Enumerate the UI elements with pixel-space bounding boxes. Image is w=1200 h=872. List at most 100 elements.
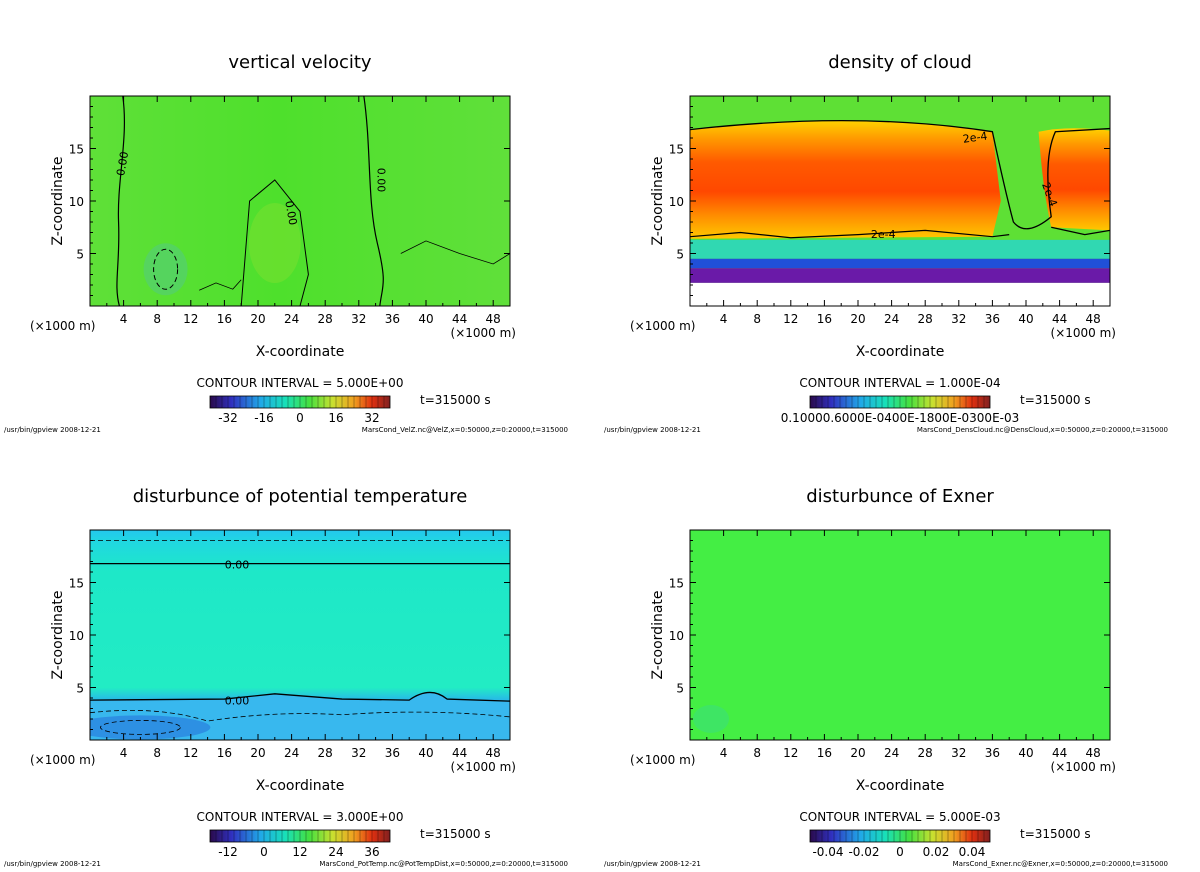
contour-interval: CONTOUR INTERVAL = 5.000E-03 [799, 810, 1000, 824]
plot-field: 2e-42e-42e-4 [690, 96, 1110, 306]
x-tick-label: 28 [318, 746, 333, 760]
footer-left: /usr/bin/gpview 2008-12-21 [604, 426, 701, 434]
y-tick-label: 10 [669, 195, 684, 209]
x-tick-label: 16 [817, 746, 832, 760]
updraft-region [248, 203, 301, 283]
footer-left: /usr/bin/gpview 2008-12-21 [4, 860, 101, 868]
colorbar-tick-label: -12 [218, 845, 238, 859]
contour-zero-right [363, 96, 384, 306]
contour-2e-4-base [690, 229, 1010, 239]
x-tick-label: 40 [1018, 312, 1033, 326]
y-axis-label: Z-coordinate [650, 156, 666, 245]
x-unit-right: (×1000 m) [451, 326, 516, 340]
field-fill [690, 530, 1110, 740]
x-tick-label: 24 [284, 312, 299, 326]
contour-downdraft [153, 248, 179, 290]
contour-interval: CONTOUR INTERVAL = 1.000E-04 [799, 376, 1000, 390]
colorbar-tick-label: 36 [364, 845, 379, 859]
footer-right: MarsCond_Exner.nc@Exner,x=0:50000,z=0:20… [953, 860, 1168, 868]
time-label: t=315000 s [1020, 827, 1091, 841]
contour-label: 0.00 [282, 200, 299, 226]
contour-zero-left [116, 96, 125, 306]
colorbar-tick-label: 32 [364, 411, 379, 425]
x-unit-left: (×1000 m) [30, 319, 95, 333]
x-tick-label: 28 [918, 312, 933, 326]
x-tick-label: 36 [985, 746, 1000, 760]
x-tick-label: 44 [452, 746, 467, 760]
colorbar-tick-label: 0.10000.6000E-0400E-1800E-0300E-03 [781, 411, 1020, 425]
x-tick-label: 12 [183, 746, 198, 760]
y-tick-label: 15 [69, 143, 84, 157]
x-tick-label: 8 [153, 746, 161, 760]
y-tick-label: 5 [76, 248, 84, 262]
x-tick-label: 44 [1052, 312, 1067, 326]
contour-label: 2e-4 [962, 130, 988, 146]
footer-left: /usr/bin/gpview 2008-12-21 [4, 426, 101, 434]
colorbar-tick-label: 0 [296, 411, 304, 425]
time-label: t=315000 s [1020, 393, 1091, 407]
contour-label: 0.00 [225, 694, 250, 707]
x-tick-label: 24 [884, 312, 899, 326]
panel-title: density of cloud [828, 52, 972, 73]
y-axis-label: Z-coordinate [50, 590, 66, 679]
cloud-base-purple [690, 268, 1110, 283]
colorbar-tick-label: 0 [896, 845, 904, 859]
time-label: t=315000 s [420, 393, 491, 407]
x-tick-label: 4 [720, 312, 728, 326]
colorbar-tick-label: 24 [328, 845, 343, 859]
panel-title: disturbunce of Exner [806, 486, 994, 507]
colorbar-frame [209, 395, 391, 409]
footer-right: MarsCond_VelZ.nc@VelZ,x=0:50000,z=0:2000… [362, 426, 568, 434]
panel-title: disturbunce of potential temperature [133, 486, 468, 507]
contour-updraft [240, 179, 309, 306]
x-unit-left: (×1000 m) [630, 319, 695, 333]
colorbar-tick-label: 0.04 [959, 845, 986, 859]
contour-label: 0.00 [374, 168, 387, 193]
y-tick-label: 15 [69, 577, 84, 591]
x-tick-label: 28 [918, 746, 933, 760]
x-tick-label: 32 [951, 312, 966, 326]
x-tick-label: 40 [418, 746, 433, 760]
colorbar-tick-label: 12 [292, 845, 307, 859]
contour-dashed-low [90, 710, 510, 722]
x-tick-label: 48 [1086, 312, 1101, 326]
colorbar-tick-label: -0.02 [848, 845, 879, 859]
x-tick-label: 16 [817, 312, 832, 326]
footer-left: /usr/bin/gpview 2008-12-21 [604, 860, 701, 868]
y-tick-label: 10 [69, 195, 84, 209]
x-axis-label: X-coordinate [256, 344, 345, 360]
contour-noise-right [400, 240, 510, 265]
low-perturbation [693, 705, 729, 733]
y-tick-label: 10 [669, 629, 684, 643]
x-tick-label: 36 [985, 312, 1000, 326]
y-axis-label: Z-coordinate [50, 156, 66, 245]
colorbar-tick-label: 16 [328, 411, 343, 425]
plot-field [690, 530, 1110, 740]
footer-right: MarsCond_PotTemp.nc@PotTempDist,x=0:5000… [319, 860, 568, 868]
colorbar-tick-label: -16 [254, 411, 274, 425]
contour-noise-mid [199, 279, 242, 291]
x-unit-right: (×1000 m) [1051, 760, 1116, 774]
x-tick-label: 4 [120, 312, 128, 326]
x-tick-label: 20 [850, 312, 865, 326]
colorbar-frame [809, 829, 991, 843]
x-axis-label: X-coordinate [256, 778, 345, 794]
colorbar-tick-label: -0.04 [812, 845, 843, 859]
x-tick-label: 36 [385, 312, 400, 326]
x-tick-label: 12 [783, 312, 798, 326]
x-tick-label: 16 [217, 746, 232, 760]
x-unit-right: (×1000 m) [1051, 326, 1116, 340]
contour-2e-4-base-right [1051, 226, 1110, 236]
contour-cold-pool [99, 720, 181, 735]
x-tick-label: 12 [783, 746, 798, 760]
cloud-core-right [1038, 128, 1110, 231]
x-tick-label: 8 [153, 312, 161, 326]
x-unit-left: (×1000 m) [30, 753, 95, 767]
plot-field: 0.00 0.00 0.00 [90, 96, 510, 306]
x-tick-label: 4 [720, 746, 728, 760]
contour-interval: CONTOUR INTERVAL = 5.000E+00 [197, 376, 404, 390]
colorbar-frame [209, 829, 391, 843]
y-tick-label: 15 [669, 143, 684, 157]
